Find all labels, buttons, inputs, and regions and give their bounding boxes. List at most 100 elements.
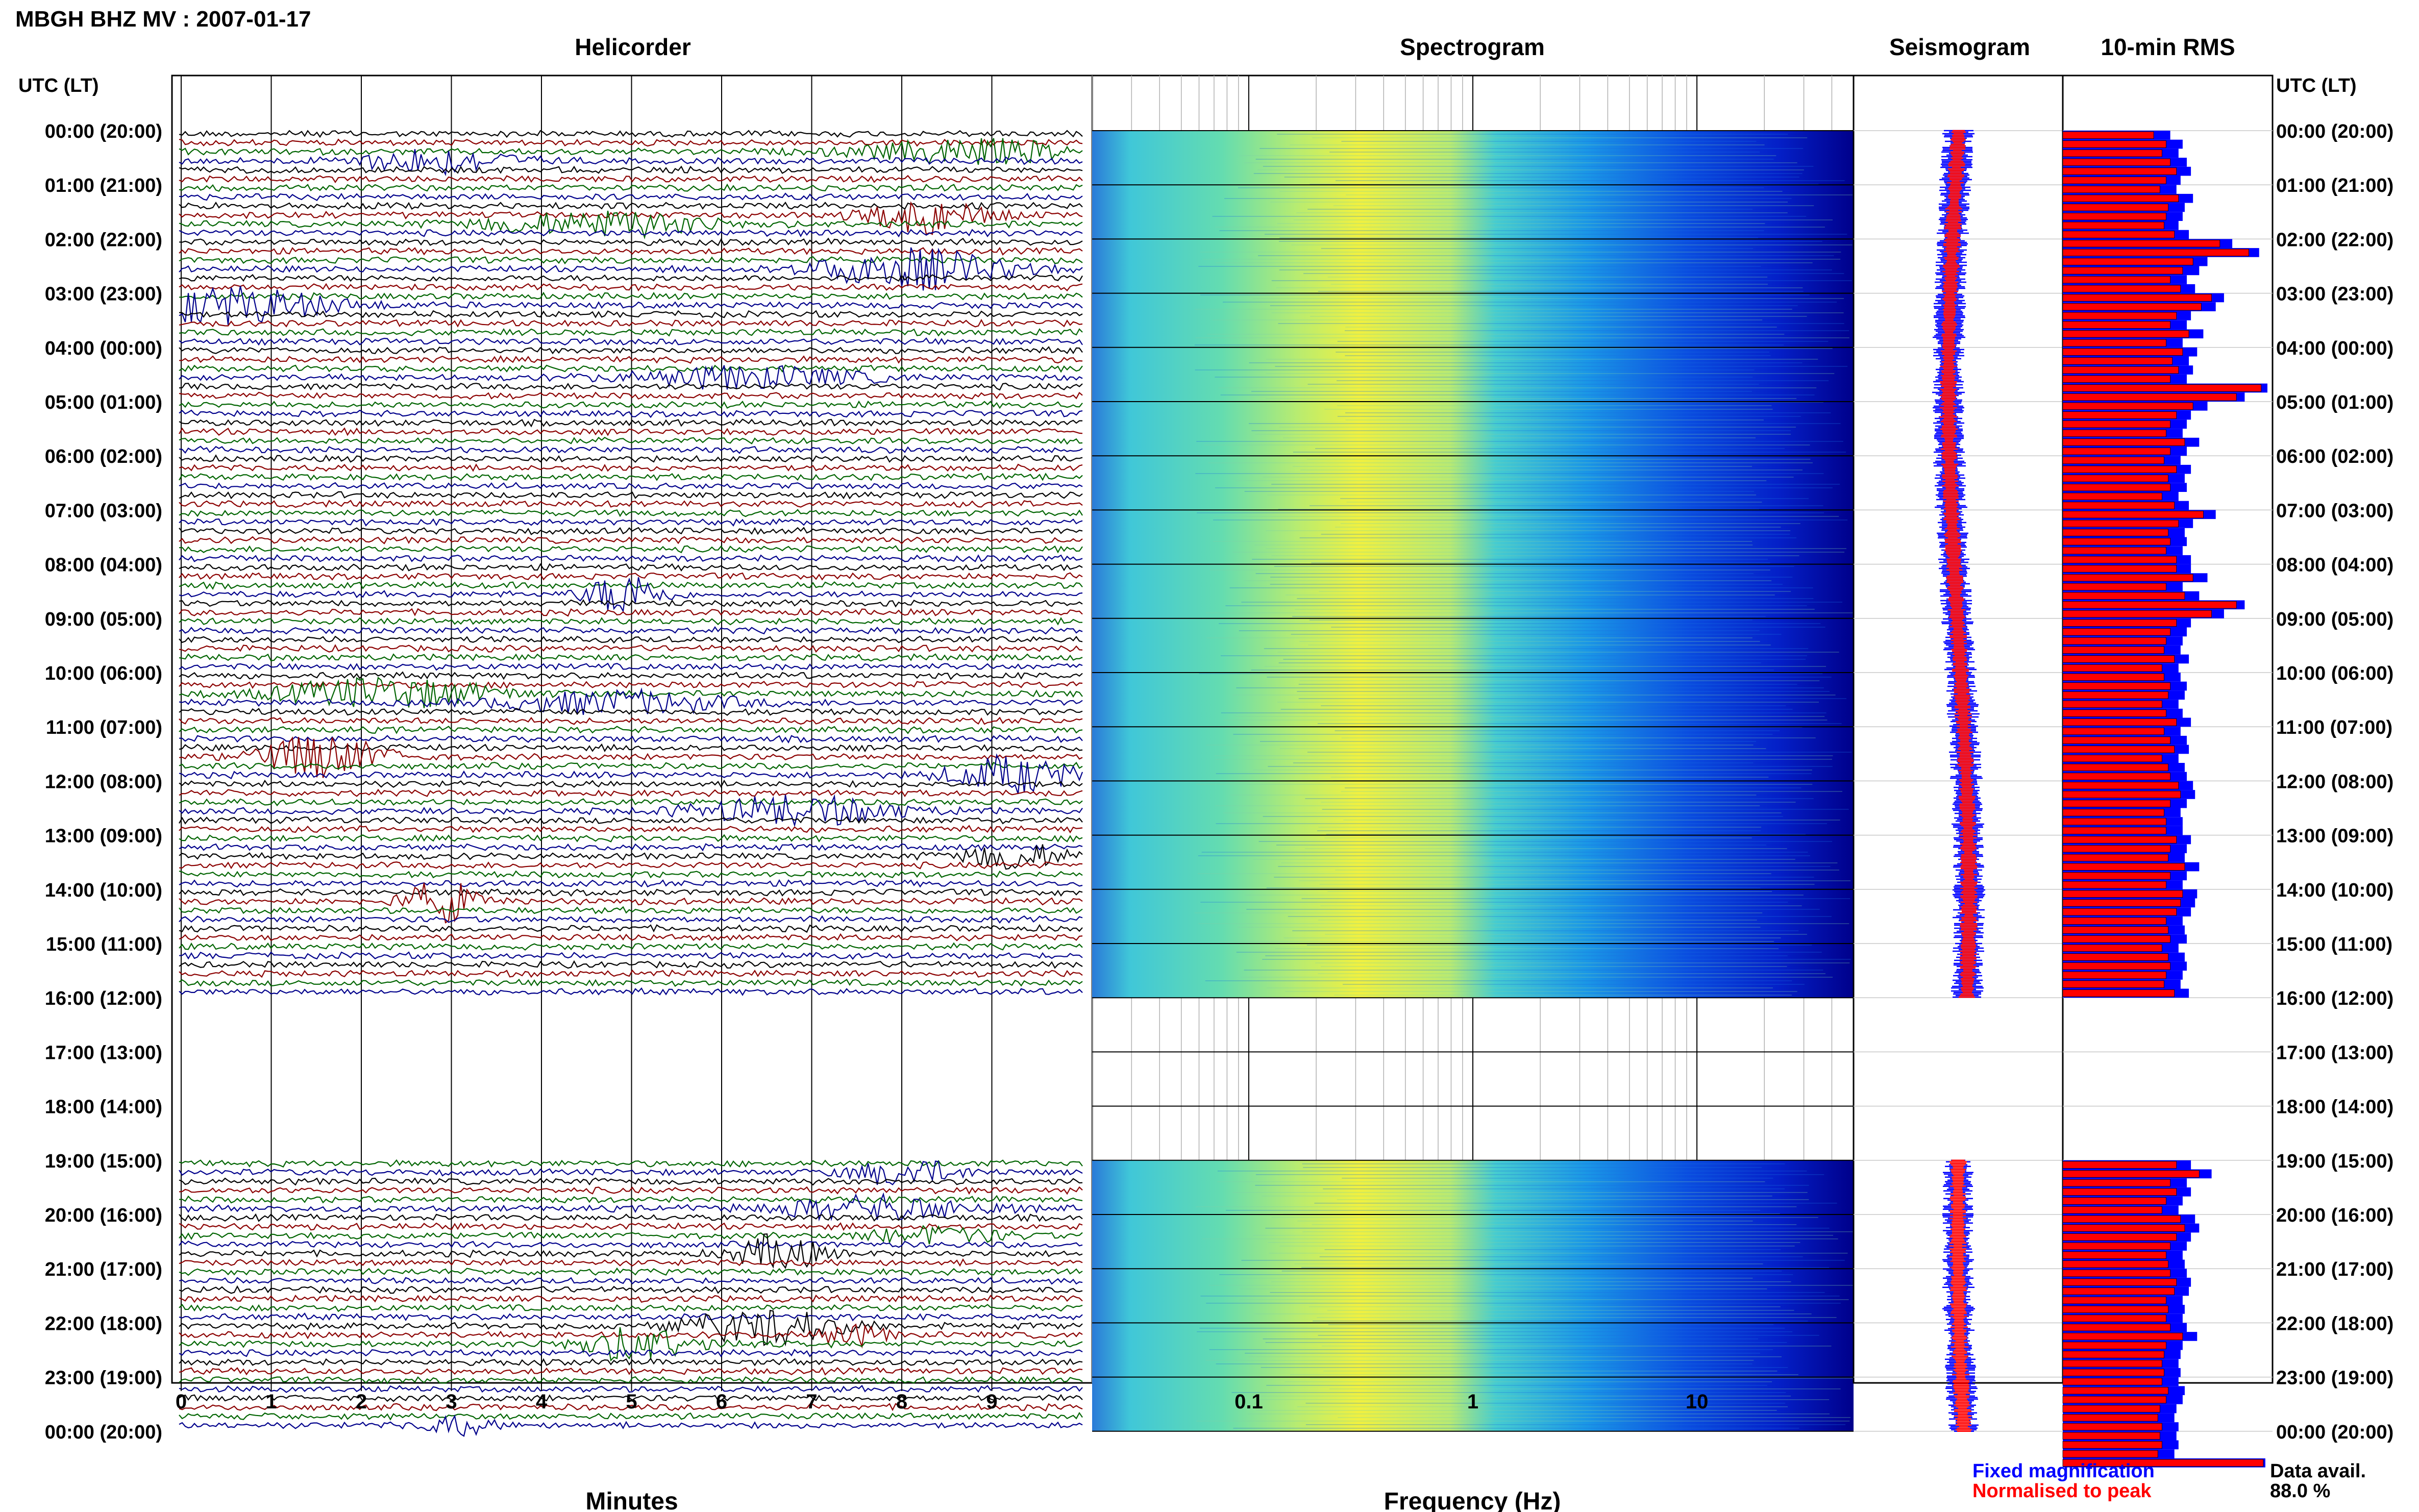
rms-normalised-bar [2062,1233,2177,1241]
helicorder-trace [179,671,1083,680]
rms-normalised-bar [2062,131,2154,139]
helicorder-trace [179,1177,1083,1186]
rms-normalised-bar [2062,809,2164,816]
rms-normalised-bar [2062,204,2168,211]
rms-normalised-bar [2062,1405,2160,1412]
helicorder-trace [179,400,1083,409]
helicorder-trace [179,247,1083,291]
helicorder-trace [179,383,1083,391]
helicorder-trace [179,1225,1083,1245]
rms-normalised-bar [2062,339,2166,347]
seismogram-normalised-trace [1949,1159,1972,1432]
rms-normalised-bar [2062,1386,2168,1395]
rms-normalised-bar [2062,1323,2171,1331]
helicorder-trace [179,149,1083,177]
rms-normalised-bar [2062,673,2164,681]
rms-normalised-bar [2062,1287,2175,1295]
helicorder-trace [179,1285,1083,1294]
helicorder-trace [179,626,1083,635]
helicorder-trace [179,201,1083,235]
helicorder-trace [179,577,1083,613]
legend-fixed-magnification: Fixed magnification [1972,1460,2155,1482]
seismogram-normalised-trace [1940,130,1978,998]
rms-normalised-bar [2062,231,2175,238]
rms-normalised-bar [2062,321,2171,329]
rms-normalised-bar [2062,149,2162,157]
rms-normalised-bar [2062,863,2185,871]
helicorder-trace [179,761,1083,770]
helicorder-trace [179,906,1083,914]
time-label-left: 00:00 (20:00) [45,121,162,142]
data-availability-label: Data avail. [2270,1460,2366,1482]
rms-normalised-bar [2062,1161,2177,1169]
rms-normalised-bar [2062,538,2171,546]
helicorder-trace [179,861,1083,870]
helicorder-trace [179,192,1083,202]
helicorder-trace [179,337,1083,346]
rms-normalised-bar [2062,483,2171,491]
rms-normalised-bar [2062,836,2177,844]
helicorder-trace [179,274,1083,282]
helicorder-trace [179,436,1083,445]
x-axis-ticks: 0 1 2 3 4 5 6 7 8 9 0.1 1 10 [176,1383,1708,1413]
helicorder-trace [179,445,1083,454]
minute-tick-label: 7 [806,1391,817,1413]
helicorder-trace [179,1258,1083,1267]
time-label-right: 13:00 (09:00) [2276,826,2393,847]
rms-normalised-bar [2062,971,2166,979]
time-label-left: 12:00 (08:00) [45,771,162,792]
rms-normalised-bar [2062,628,2171,636]
minute-tick-label: 3 [446,1391,457,1413]
minute-tick-label: 0 [176,1391,187,1413]
rms-normalised-bar [2062,1188,2177,1196]
helicorder-trace [179,355,1083,364]
time-label-left: 18:00 (14:00) [45,1097,162,1118]
rms-normalised-bar [2062,601,2237,609]
rms-normalised-bar [2062,700,2162,708]
helicorder-trace [179,833,1083,842]
rms-normalised-bar [2062,140,2166,148]
helicorder-trace [179,788,1083,798]
time-label-right: 18:00 (14:00) [2276,1097,2393,1118]
rms-normalised-bar [2062,177,2166,184]
time-label-right: 02:00 (22:00) [2276,229,2393,251]
rms-normalised-bar [2062,1305,2168,1313]
helicorder-trace [179,463,1083,472]
helicorder-trace [179,1276,1083,1285]
rms-normalised-bar [2062,754,2162,762]
spectrogram-panel [1091,75,1855,1432]
helicorder-trace [179,201,1083,210]
helicorder-trace [179,318,1083,328]
helicorder-trace [179,572,1083,581]
rms-normalised-bar [2062,1459,2264,1467]
helicorder-trace [179,1294,1083,1303]
rms-normalised-bar [2062,592,2185,600]
time-label-right: 17:00 (13:00) [2276,1042,2393,1063]
time-label-right: 21:00 (17:00) [2276,1259,2393,1280]
helicorder-trace [179,951,1083,960]
helicorder-trace [179,183,1083,192]
helicorder-trace [179,960,1083,969]
time-label-right: 15:00 (11:00) [2276,934,2392,955]
helicorder-trace [179,1384,1083,1393]
time-label-right: 00:00 (20:00) [2276,1422,2393,1443]
rms-normalised-bar [2062,249,2249,257]
time-label-left: 23:00 (19:00) [45,1368,162,1389]
rms-normalised-bar [2062,790,2181,799]
helicorder-trace [179,427,1083,436]
time-label-right: 00:00 (20:00) [2276,121,2393,142]
rms-normalised-bar [2062,682,2171,690]
helicorder-trace [179,726,1083,734]
helicorder-trace [179,1233,1083,1270]
helicorder-trace [179,1403,1083,1412]
helicorder-trace [179,1267,1083,1276]
helicorder-trace [179,1304,1083,1312]
helicorder-trace [179,843,1083,852]
helicorder-trace [179,1375,1083,1384]
rms-normalised-bar [2062,529,2168,536]
legend-normalised-to-peak: Normalised to peak [1972,1480,2152,1502]
helicorder-trace [179,1195,1083,1204]
time-label-left: 05:00 (01:00) [45,392,162,413]
helicorder-trace [179,500,1083,508]
